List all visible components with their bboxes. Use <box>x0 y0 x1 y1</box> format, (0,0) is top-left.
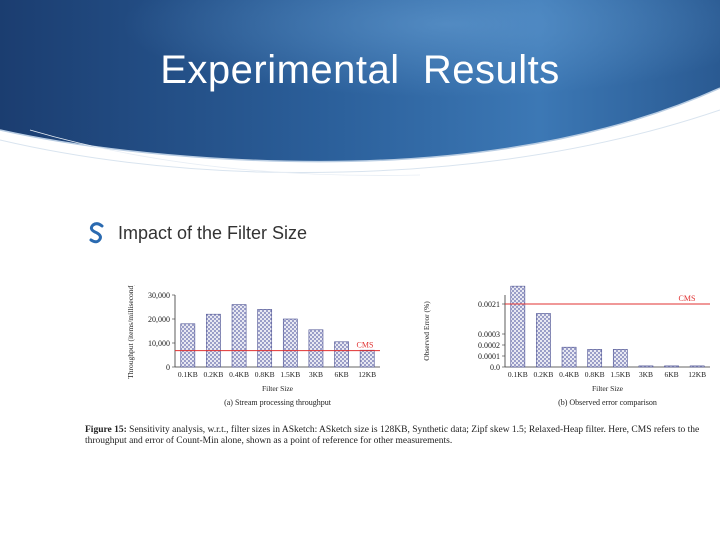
y-axis-label: Throughput (items/millisecond) <box>126 285 135 379</box>
y-tick-label: 0 <box>166 363 170 372</box>
y-tick-label: 0.0 <box>490 363 500 372</box>
y-tick-label: 0.0021 <box>478 300 500 309</box>
bullet-text: Impact of the Filter Size <box>118 222 308 243</box>
x-tick-label: 0.2KB <box>534 370 554 379</box>
y-axis-label: Observed Error (%) <box>422 301 431 361</box>
bullet-item: Impact of the Filter Size <box>88 222 307 244</box>
header-background <box>0 0 720 176</box>
y-tick-label: 0.0001 <box>478 352 500 361</box>
x-tick-label: 0.4KB <box>229 370 249 379</box>
bar <box>664 365 679 368</box>
bar <box>257 309 273 368</box>
x-tick-label: 12KB <box>358 370 376 379</box>
bar <box>231 304 247 368</box>
x-tick-label: 0.8KB <box>585 370 605 379</box>
bar <box>282 318 298 368</box>
bar <box>180 323 196 368</box>
figure: 0 10,000 20,000 30,000 Throughput (items/mil… <box>85 285 720 465</box>
bar <box>561 346 577 368</box>
x-tick-label: 6KB <box>664 370 678 379</box>
y-tick-label: 0.0002 <box>478 341 500 350</box>
s-shaped-bullet-icon <box>89 222 104 244</box>
reference-line-label: CMS <box>357 341 374 350</box>
x-tick-label: 3KB <box>639 370 653 379</box>
slide-title: Experimental Results <box>160 48 560 92</box>
bar <box>536 313 551 368</box>
bar <box>587 349 603 368</box>
bar <box>612 349 628 368</box>
bar <box>206 313 221 368</box>
x-tick-label: 0.4KB <box>559 370 579 379</box>
x-tick-label: 0.2KB <box>204 370 224 379</box>
reference-line-label: CMS <box>679 294 696 303</box>
x-tick-label: 12KB <box>688 370 706 379</box>
x-tick-label: 1.5KB <box>280 370 300 379</box>
x-tick-label: 1.5KB <box>610 370 630 379</box>
caption-label: Figure 15: <box>85 425 127 435</box>
x-tick-label: 6KB <box>334 370 348 379</box>
x-tick-label: 3KB <box>309 370 323 379</box>
chart-subtitle: (a) Stream processing throughput <box>224 398 332 407</box>
chart-subtitle: (b) Observed error comparison <box>558 398 657 407</box>
caption-text: Sensitivity analysis, w.r.t., filter siz… <box>85 425 700 446</box>
chart-throughput: 0 10,000 20,000 30,000 Throughput (items/mil… <box>126 285 380 407</box>
bar <box>638 365 654 368</box>
y-tick-label: 30,000 <box>148 291 170 300</box>
bar <box>359 349 375 368</box>
x-axis-label: Filter Size <box>262 384 294 393</box>
x-tick-label: 0.8KB <box>255 370 275 379</box>
x-tick-label: 0.1KB <box>508 370 528 379</box>
bar <box>334 341 349 368</box>
figure-caption: Figure 15: Sensitivity analysis, w.r.t.,… <box>85 425 720 447</box>
bar <box>510 285 526 368</box>
bar <box>308 329 324 368</box>
y-tick-label: 20,000 <box>148 315 170 324</box>
y-tick-label: 0.0003 <box>478 330 500 339</box>
y-tick-label: 10,000 <box>148 339 170 348</box>
x-axis-label: Filter Size <box>592 384 624 393</box>
chart-error: 0.0 0.0001 0.0002 0.0003 0.0021 Observed Erro… <box>422 285 710 407</box>
x-tick-label: 0.1KB <box>178 370 198 379</box>
bar <box>689 365 705 368</box>
